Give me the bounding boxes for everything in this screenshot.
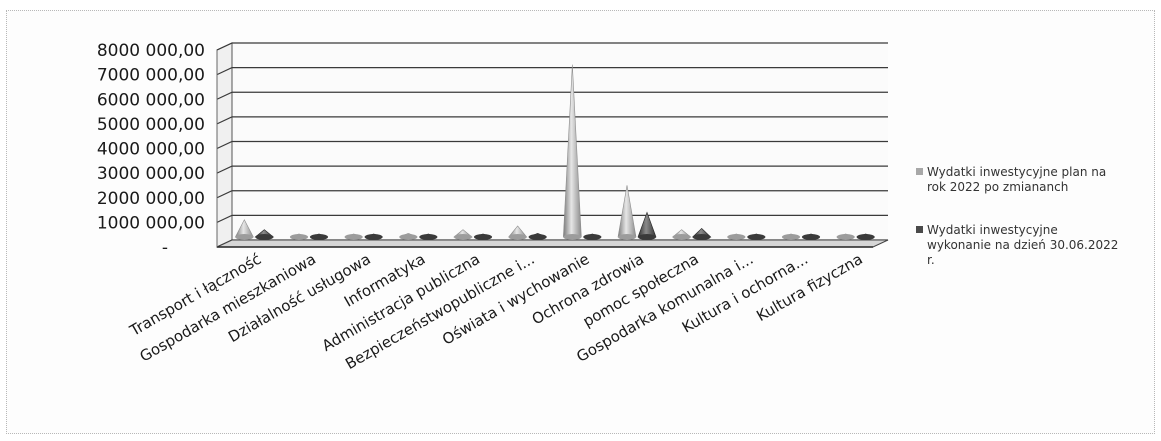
cone-execution-base: [364, 234, 383, 240]
y-tick-label: 3000 000,00: [97, 164, 205, 184]
y-axis-ticks: 8000 000,00 7000 000,00 6000 000,00 5000 00…: [97, 41, 205, 258]
cone-plan-base: [727, 234, 746, 240]
legend-swatch-execution: [916, 226, 923, 233]
cone-execution-base: [638, 234, 656, 240]
y-tick-label: 5000 000,00: [97, 115, 205, 135]
gridline: [216, 214, 888, 223]
y-tick-label: -: [162, 238, 168, 258]
floor-plane: [216, 239, 889, 248]
y-tick-label: 6000 000,00: [97, 90, 205, 110]
gridline: [216, 165, 888, 174]
cone-plan-base: [344, 234, 363, 240]
cone-plan-base: [618, 234, 636, 240]
y-tick-label: 1000 000,00: [97, 213, 205, 233]
cone-execution-base: [255, 234, 274, 240]
gridline: [216, 190, 888, 199]
cone-execution-base: [474, 234, 492, 240]
gridline: [216, 67, 888, 76]
gridline: [216, 116, 888, 125]
cone-plan-base: [672, 234, 691, 240]
y-tick-label: 7000 000,00: [97, 66, 205, 86]
cone-plan-base: [782, 234, 800, 240]
legend-label: r.: [927, 253, 935, 267]
legend-label: rok 2022 po zmiananch: [927, 180, 1068, 194]
cone-plan-base: [836, 234, 855, 240]
legend-label: wykonanie na dzień 30.06.2022: [927, 238, 1118, 252]
cone-plan-base: [563, 234, 582, 240]
y-tick-label: 4000 000,00: [97, 140, 205, 160]
cone-plan-base: [290, 234, 308, 240]
cone-plan-base: [399, 234, 418, 240]
chart-walls: [216, 42, 888, 248]
cone-execution-base: [802, 234, 820, 240]
cone-execution-base: [583, 234, 602, 240]
cone-plan-base: [235, 234, 254, 240]
legend-label: Wydatki inwestycyjne plan na: [927, 165, 1106, 179]
y-tick-label: 2000 000,00: [97, 189, 205, 209]
cone-execution-base: [747, 234, 766, 240]
cone-execution-base: [419, 234, 438, 240]
cone-execution-base: [692, 234, 711, 240]
cone-execution-base: [528, 234, 547, 240]
chart-floor: [216, 50, 889, 248]
gridline: [216, 91, 888, 100]
cone-series: [234, 64, 875, 240]
cone-plan-base: [508, 234, 527, 240]
cone-plan-base: [454, 234, 472, 240]
gridline: [216, 42, 888, 51]
gridline: [216, 140, 888, 150]
legend-swatch-plan: [916, 168, 923, 175]
cone-execution-base: [856, 234, 875, 240]
cone-execution-base: [310, 234, 328, 240]
legend-label: Wydatki inwestycyjne: [927, 223, 1058, 237]
y-tick-label: 8000 000,00: [97, 41, 205, 61]
